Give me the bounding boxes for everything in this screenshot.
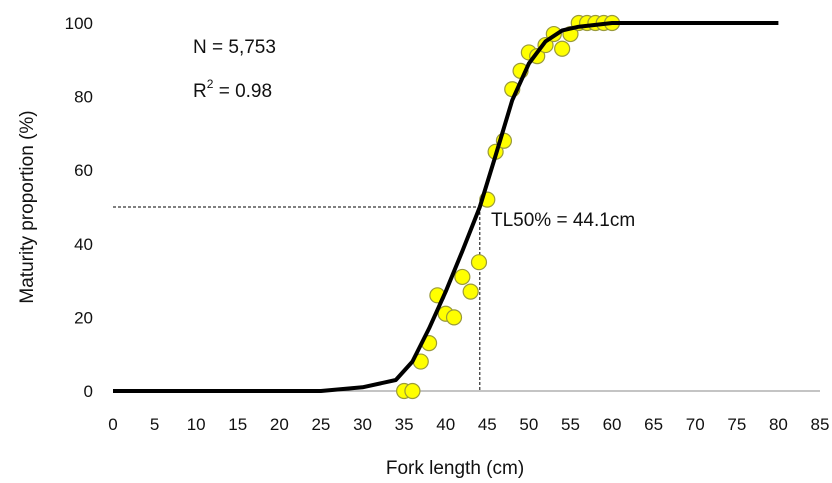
- r-squared-r: R: [193, 81, 207, 102]
- tl50-label: TL50% = 44.1cm: [491, 210, 635, 231]
- r-squared-superscript: 2: [207, 77, 214, 91]
- x-axis-title: Fork length (cm): [386, 458, 524, 479]
- x-tick-label: 15: [228, 415, 247, 434]
- x-tick-label: 30: [353, 415, 372, 434]
- data-point: [404, 382, 421, 400]
- data-point: [470, 254, 488, 271]
- x-tick-label: 50: [519, 415, 538, 434]
- x-tick-label: 5: [150, 415, 159, 434]
- x-axis-ticks: 0 5 10 15 20 25 30 35 40 45 50 55 60 65 70 75 80 85: [108, 415, 829, 434]
- sample-size-label: N = 5,753: [193, 37, 276, 58]
- x-tick-label: 70: [686, 415, 705, 434]
- x-tick-label: 25: [311, 415, 330, 434]
- data-point: [554, 40, 571, 57]
- data-point: [462, 283, 479, 300]
- y-tick-label: 60: [74, 161, 93, 180]
- y-axis-title: Maturity proportion (%): [17, 110, 38, 303]
- x-tick-label: 10: [187, 415, 206, 434]
- y-tick-label: 40: [74, 235, 93, 254]
- y-tick-label: 0: [84, 382, 93, 401]
- x-tick-label: 35: [395, 415, 414, 434]
- x-tick-label: 65: [644, 415, 663, 434]
- x-tick-label: 75: [727, 415, 746, 434]
- reference-lines: [113, 206, 481, 391]
- x-tick-label: 55: [561, 415, 580, 434]
- x-tick-label: 0: [108, 415, 117, 434]
- y-tick-label: 100: [65, 14, 93, 33]
- x-tick-label: 80: [769, 415, 788, 434]
- data-point: [445, 309, 463, 326]
- r-squared-value: = 0.98: [213, 81, 272, 102]
- fitted-curve: [113, 21, 779, 393]
- data-point: [454, 268, 471, 286]
- x-tick-label: 40: [436, 415, 455, 434]
- x-tick-label: 45: [478, 415, 497, 434]
- y-axis-ticks: 0 20 40 60 80 100: [65, 14, 93, 401]
- y-tick-label: 80: [74, 88, 93, 107]
- x-tick-label: 20: [270, 415, 289, 434]
- r-squared-label: R2 = 0.98: [193, 77, 272, 102]
- x-tick-label: 60: [603, 415, 622, 434]
- y-tick-label: 20: [74, 308, 93, 327]
- x-tick-label: 85: [811, 415, 830, 434]
